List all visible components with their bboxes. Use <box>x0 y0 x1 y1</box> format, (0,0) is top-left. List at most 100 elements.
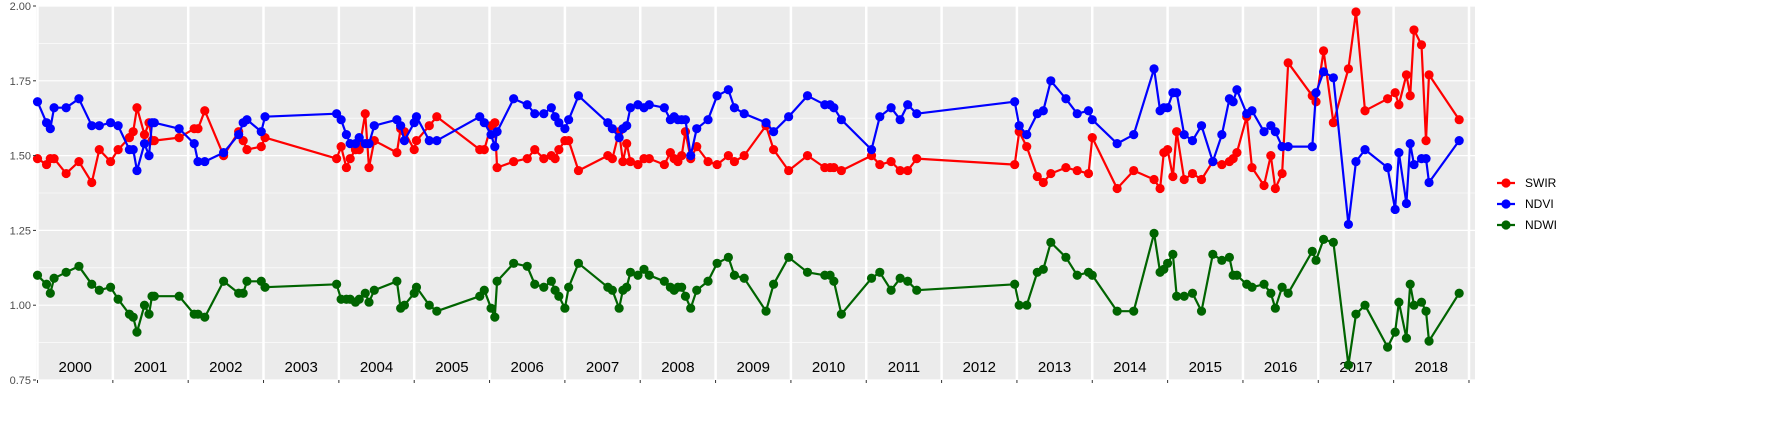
data-point <box>1259 279 1269 289</box>
data-point <box>105 282 116 292</box>
data-point <box>622 139 632 149</box>
data-point <box>260 282 270 292</box>
year-label: 2010 <box>812 359 845 376</box>
series-ndvi <box>32 64 1464 230</box>
data-point <box>1351 7 1361 17</box>
data-point <box>200 106 210 116</box>
data-point <box>49 153 59 164</box>
data-point <box>829 276 839 286</box>
data-point <box>1187 168 1198 179</box>
y-tick-label: 1.25 <box>10 225 31 237</box>
data-point <box>768 145 779 155</box>
data-point <box>550 153 560 164</box>
data-point <box>1409 25 1419 35</box>
data-point <box>1277 168 1287 179</box>
data-point <box>895 273 905 283</box>
data-point <box>1360 145 1370 155</box>
data-point <box>1217 130 1227 140</box>
y-tick-label: 2.00 <box>10 1 31 13</box>
year-label: 2009 <box>737 359 770 376</box>
year-label: 2008 <box>661 359 694 376</box>
data-point <box>1454 136 1464 146</box>
data-point <box>1129 165 1139 176</box>
data-point <box>1307 246 1317 256</box>
data-point <box>1405 279 1415 289</box>
data-point <box>1360 300 1370 310</box>
data-point <box>1232 148 1242 158</box>
data-point <box>1038 177 1048 188</box>
data-point <box>680 115 691 125</box>
data-point <box>729 270 740 280</box>
data-point <box>644 100 654 110</box>
data-point <box>522 261 532 271</box>
data-point <box>1394 100 1404 110</box>
data-point <box>784 112 794 122</box>
data-point <box>1083 106 1094 116</box>
legend-key-point <box>1501 178 1511 188</box>
data-point <box>128 312 138 322</box>
series-ndwi <box>32 228 1464 370</box>
data-point <box>1061 94 1071 104</box>
data-point <box>625 267 636 277</box>
data-point <box>739 273 749 283</box>
data-point <box>1401 198 1412 209</box>
data-point <box>490 312 500 322</box>
data-point <box>1022 300 1032 310</box>
data-point <box>479 118 489 128</box>
data-point <box>1010 159 1020 170</box>
data-point <box>836 115 846 125</box>
data-point <box>364 297 374 307</box>
data-point <box>912 109 922 119</box>
data-point <box>875 159 885 170</box>
data-point <box>1228 97 1238 107</box>
data-point <box>633 159 643 170</box>
data-point <box>618 156 628 167</box>
data-point <box>686 151 696 161</box>
data-point <box>573 165 584 176</box>
data-point <box>1311 88 1321 98</box>
data-point <box>1022 130 1032 140</box>
data-point <box>490 118 500 128</box>
data-point <box>113 121 123 131</box>
data-point <box>139 139 150 149</box>
data-point <box>94 121 104 131</box>
data-point <box>61 103 71 113</box>
data-point <box>1046 76 1056 86</box>
data-point <box>560 303 570 313</box>
data-point <box>174 133 184 143</box>
data-point <box>1014 300 1024 310</box>
data-point <box>1383 94 1393 104</box>
data-point <box>522 100 532 110</box>
year-label: 2004 <box>360 359 393 376</box>
data-point <box>522 153 532 164</box>
data-point <box>332 279 342 289</box>
data-point <box>836 309 846 319</box>
data-point <box>424 136 434 146</box>
data-point <box>341 130 352 140</box>
data-point <box>411 136 422 146</box>
year-label: 2007 <box>586 359 619 376</box>
data-point <box>432 136 442 146</box>
data-point <box>1163 258 1173 268</box>
data-point <box>761 118 771 128</box>
data-point <box>1112 306 1122 316</box>
data-point <box>633 270 643 280</box>
data-point <box>432 306 442 316</box>
data-point <box>886 103 896 113</box>
data-point <box>659 159 669 170</box>
data-point <box>1217 159 1227 170</box>
data-point <box>573 91 584 101</box>
data-point <box>530 279 540 289</box>
data-point <box>1129 306 1139 316</box>
data-point <box>895 115 905 125</box>
grid <box>36 5 1475 381</box>
data-point <box>1416 297 1427 307</box>
data-point <box>739 109 749 119</box>
data-point <box>139 300 150 310</box>
data-point <box>677 151 687 161</box>
data-point <box>392 276 402 286</box>
data-point <box>530 109 540 119</box>
data-point <box>1360 106 1370 116</box>
year-label: 2012 <box>963 359 996 376</box>
data-point <box>625 103 636 113</box>
